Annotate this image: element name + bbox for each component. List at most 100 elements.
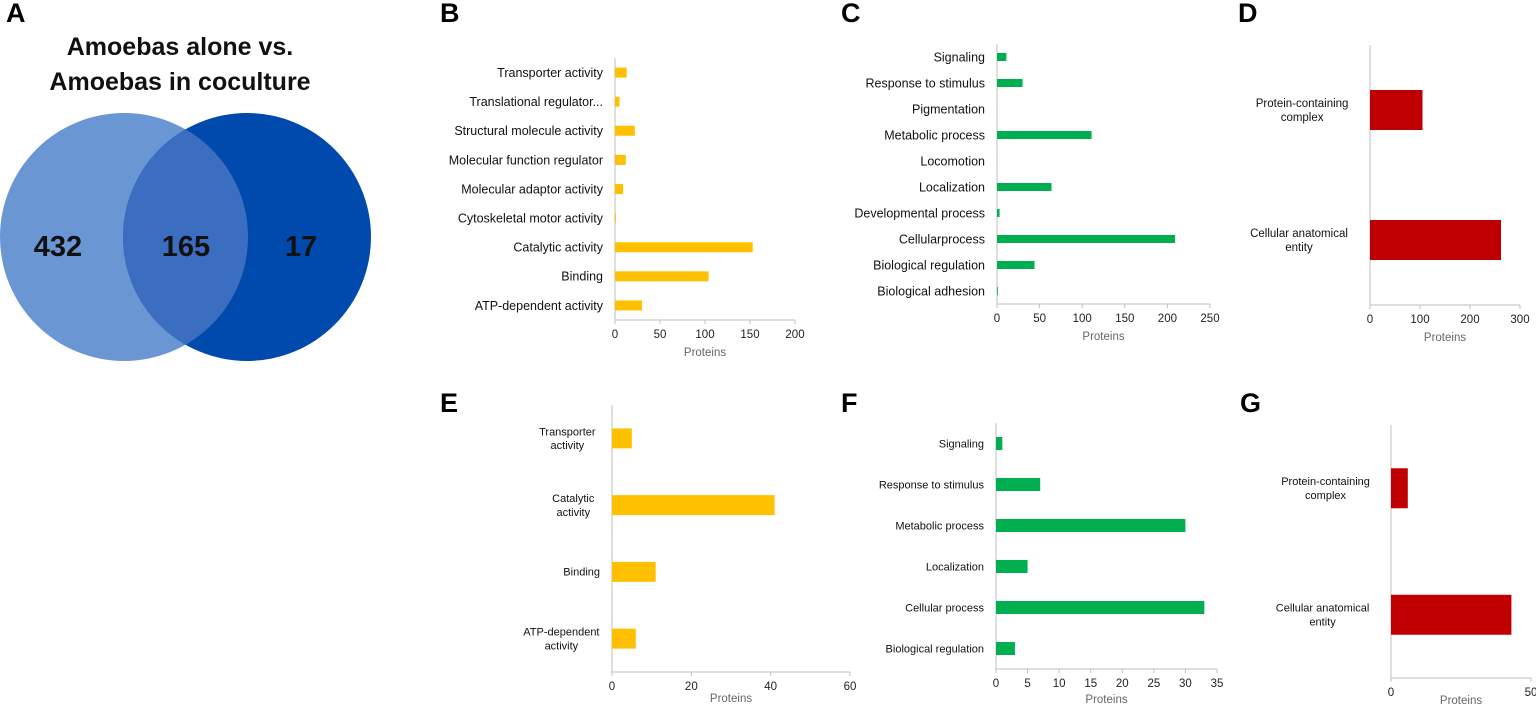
- chart-c-category-label: Pigmentation: [912, 102, 985, 116]
- chart-c-category-label: Localization: [919, 180, 985, 194]
- chart-f-x-tick-label: 15: [1084, 678, 1097, 690]
- chart-d-x-axis-title: Proteins: [1424, 332, 1466, 344]
- chart-f-bar-response-to-stimulus: [996, 478, 1041, 491]
- chart-c-x-tick-label: 150: [1115, 313, 1134, 325]
- chart-e-x-axis-title: Proteins: [710, 693, 752, 705]
- chart-c-bar-cellularprocess: [997, 235, 1176, 243]
- chart-e-bar-atp-dependent-activity: [612, 628, 636, 649]
- chart-f-category-label: Biological regulation: [886, 643, 984, 655]
- chart-f-category-label: Response to stimulus: [879, 479, 985, 491]
- chart-f-bar-biological-regulation: [996, 642, 1015, 655]
- chart-b-x-tick-label: 50: [654, 329, 667, 341]
- panel-letter-f: F: [841, 388, 858, 418]
- chart-e-x-tick-label: 60: [844, 681, 857, 693]
- venn-count-left: 432: [34, 231, 82, 263]
- chart-c-category-label: Locomotion: [920, 154, 985, 168]
- panel-letter-d: D: [1238, 0, 1258, 28]
- chart-f-x-tick-label: 0: [993, 678, 999, 690]
- chart-d-category-label: Cellular anatomical entity: [1250, 228, 1348, 254]
- chart-d-bar-cellular-anatomical-entity: [1370, 220, 1501, 260]
- chart-f-x-tick-label: 30: [1179, 678, 1192, 690]
- venn-title-line1: Amoebas alone vs.: [67, 33, 293, 61]
- chart-c-bar-metabolic-process: [997, 131, 1092, 139]
- chart-c-bar-response-to-stimulus: [997, 79, 1023, 87]
- venn-title-line2: Amoebas in coculture: [49, 68, 310, 96]
- chart-c-x-tick-label: 0: [994, 313, 1000, 325]
- chart-g-x-tick-label: 50: [1525, 687, 1536, 699]
- chart-b-category-label: Molecular adaptor activity: [461, 182, 603, 196]
- chart-b-x-axis-title: Proteins: [684, 347, 726, 359]
- chart-d: 0 100 200 300 Proteins Protein-containing comp…: [1250, 45, 1530, 344]
- chart-g-bar-protein-containing-complex: [1391, 468, 1408, 509]
- chart-g-x-tick-label: 0: [1388, 687, 1394, 699]
- chart-e-bar-catalytic-activity: [612, 495, 775, 516]
- chart-e-x-tick-label: 40: [764, 681, 777, 693]
- chart-f-x-tick-label: 20: [1116, 678, 1129, 690]
- chart-f-x-tick-label: 10: [1053, 678, 1066, 690]
- chart-b-bar-structural-molecule-activity: [615, 125, 635, 136]
- chart-f-category-label: Metabolic process: [895, 520, 984, 532]
- chart-b-bar-catalytic-activity: [615, 242, 753, 253]
- chart-c-category-label: Biological adhesion: [877, 284, 985, 298]
- chart-e-x-tick-label: 20: [685, 681, 698, 693]
- chart-b-category-label: ATP-dependent activity: [475, 299, 604, 313]
- venn-diagram: Amoebas alone vs. Amoebas in coculture 4…: [0, 33, 371, 361]
- chart-c-bar-developmental-process: [997, 209, 1000, 217]
- chart-b-category-label: Binding: [561, 270, 603, 284]
- chart-b-bar-molecular-function-regulator: [615, 154, 626, 165]
- chart-b-bar-transporter-activity: [615, 67, 627, 78]
- chart-b-category-label: Transporter activity: [497, 66, 604, 80]
- chart-d-category-label: Protein-containing complex: [1256, 98, 1349, 124]
- panel-letter-c: C: [841, 0, 861, 28]
- chart-b-category-label: Translational regulator...: [469, 95, 603, 109]
- chart-c-bar-signaling: [997, 53, 1007, 61]
- chart-b-bar-cytoskeletal-motor-activity: [615, 213, 616, 224]
- chart-b-x-tick-label: 200: [785, 329, 804, 341]
- venn-count-overlap: 165: [162, 231, 210, 263]
- chart-c-category-label: Developmental process: [854, 206, 985, 220]
- chart-g-category-label: Protein-containing complex: [1281, 476, 1370, 502]
- chart-c: 0 50 100 150 200 250 Proteins Signaling Response…: [854, 44, 1220, 343]
- chart-f-x-axis-title: Proteins: [1085, 694, 1127, 706]
- chart-g-bar-cellular-anatomical-entity: [1391, 594, 1512, 635]
- chart-b: 0 50 100 150 200 Proteins Transporter activity…: [449, 58, 805, 359]
- chart-f-bar-metabolic-process: [996, 519, 1186, 532]
- chart-c-x-tick-label: 200: [1158, 313, 1177, 325]
- chart-c-x-tick-label: 250: [1200, 313, 1219, 325]
- chart-c-x-tick-label: 50: [1033, 313, 1046, 325]
- chart-g: 0 50 Proteins Protein-containing complex Cell…: [1276, 425, 1536, 707]
- chart-d-x-tick-label: 0: [1367, 314, 1373, 326]
- chart-b-category-label: Cytoskeletal motor activity: [458, 211, 604, 225]
- chart-f-x-tick-label: 35: [1211, 678, 1224, 690]
- panel-letter-a: A: [6, 0, 26, 28]
- chart-c-bar-biological-regulation: [997, 261, 1035, 269]
- chart-e-bar-binding: [612, 561, 656, 582]
- chart-b-x-tick-label: 100: [695, 329, 714, 341]
- chart-c-category-label: Biological regulation: [873, 258, 985, 272]
- chart-f-category-label: Cellular process: [905, 602, 984, 614]
- venn-count-right: 17: [285, 231, 317, 263]
- chart-d-bar-protein-containing-complex: [1370, 90, 1423, 130]
- chart-e-category-label: Transporter activity: [539, 426, 596, 452]
- chart-c-category-label: Signaling: [934, 50, 985, 64]
- chart-f-bar-localization: [996, 560, 1028, 573]
- chart-f-bar-signaling: [996, 437, 1003, 450]
- chart-g-x-axis-title: Proteins: [1440, 695, 1482, 707]
- chart-e-x-tick-label: 0: [609, 681, 615, 693]
- chart-e: 0 20 40 60 Proteins Transporter activity Cataly…: [523, 405, 856, 705]
- chart-f-category-label: Localization: [926, 561, 984, 573]
- panel-letter-b: B: [440, 0, 460, 28]
- chart-c-bar-biological-adhesion: [997, 287, 998, 295]
- chart-c-category-label: Metabolic process: [884, 128, 985, 142]
- chart-f: 0 5 10 15 20 25 30 35 Proteins Signaling Response …: [879, 423, 1224, 706]
- chart-d-x-tick-label: 100: [1410, 314, 1429, 326]
- chart-f-category-label: Signaling: [939, 438, 984, 450]
- chart-b-category-label: Structural molecule activity: [454, 124, 603, 138]
- chart-c-x-tick-label: 100: [1073, 313, 1092, 325]
- chart-e-bar-transporter-activity: [612, 428, 632, 449]
- chart-f-x-tick-label: 5: [1024, 678, 1030, 690]
- chart-e-category-label: Binding: [563, 567, 600, 579]
- venn-overlap-region: [122, 129, 249, 345]
- chart-e-category-label: Catalytic activity: [552, 493, 595, 519]
